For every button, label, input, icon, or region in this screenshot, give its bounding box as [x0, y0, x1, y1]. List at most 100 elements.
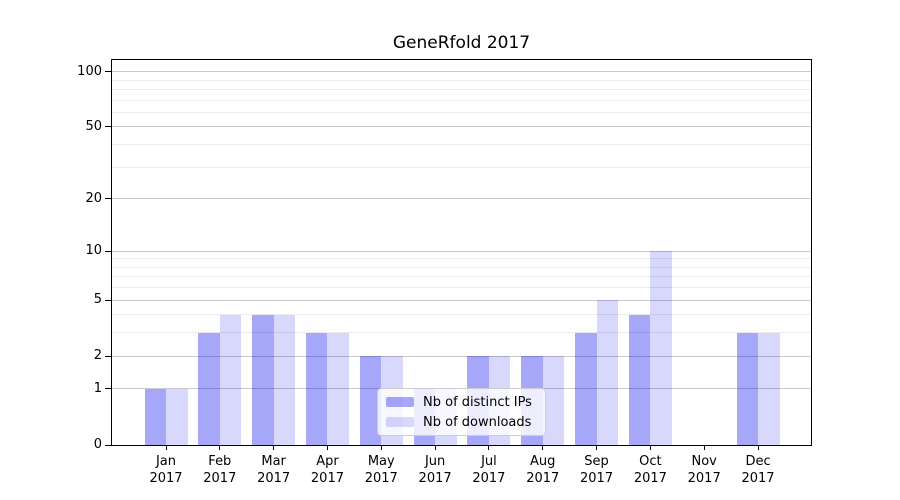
gridline-major — [112, 250, 811, 252]
x-tick-mark — [542, 446, 544, 450]
x-tick-month: Jun — [424, 454, 446, 469]
gridline-minor — [112, 287, 811, 289]
x-tick-label: Sep 2017 — [565, 454, 629, 487]
x-tick-month: Oct — [639, 454, 662, 469]
bar-nb-of-distinct-ips-oct — [628, 314, 651, 445]
legend: Nb of distinct IPs Nb of downloads — [377, 388, 546, 436]
x-tick-year: 2017 — [418, 470, 452, 486]
x-tick-label: Mar 2017 — [242, 454, 306, 487]
x-tick-year: 2017 — [526, 470, 560, 486]
y-tick-label: 0 — [93, 437, 102, 452]
bar-nb-of-distinct-ips-mar — [252, 314, 274, 445]
bar-nb-of-downloads-sep — [596, 300, 619, 445]
bar-nb-of-downloads-feb — [219, 314, 242, 445]
gridline-minor — [112, 88, 811, 90]
y-tick-label: 10 — [85, 243, 102, 258]
x-tick-month: Nov — [691, 454, 717, 469]
bar-nb-of-downloads-dec — [758, 332, 780, 445]
gridline-major — [112, 299, 811, 301]
x-tick-mark — [434, 446, 436, 450]
bar-nb-of-distinct-ips-may — [359, 356, 382, 445]
x-tick-label: Nov 2017 — [672, 454, 736, 487]
x-tick-year: 2017 — [633, 470, 667, 486]
gridline-minor — [112, 314, 811, 316]
x-tick-label: Dec 2017 — [726, 454, 790, 487]
gridline-major — [112, 126, 811, 128]
bar-nb-of-downloads-jan — [166, 388, 188, 445]
plot-area: Jan 2017 Feb 2017 Mar 2017 Apr 2017 May 2017 Jun 20… — [77, 59, 812, 486]
y-tick-label: 1 — [93, 380, 102, 396]
x-tick-month: Jul — [481, 454, 497, 469]
x-tick-month: Aug — [530, 454, 556, 469]
gridline-minor — [112, 258, 811, 260]
x-tick-year: 2017 — [687, 470, 721, 486]
gridline-minor — [112, 79, 811, 81]
x-tick-year: 2017 — [472, 470, 506, 486]
bar-nb-of-downloads-oct — [650, 251, 672, 445]
bar-nb-of-distinct-ips-jan — [144, 388, 166, 445]
x-tick-year: 2017 — [364, 470, 398, 486]
x-tick-mark — [703, 446, 705, 450]
legend-label-distinct-ips: Nb of distinct IPs — [423, 394, 532, 410]
x-tick-mark — [596, 446, 598, 450]
x-tick-label: Jan 2017 — [134, 454, 198, 487]
gridline-major — [112, 198, 811, 200]
y-tick-mark — [105, 299, 111, 301]
bar-nb-of-distinct-ips-dec — [736, 332, 759, 445]
x-tick-mark — [380, 446, 382, 450]
bar-nb-of-downloads-apr — [327, 332, 349, 445]
x-tick-mark — [649, 446, 651, 450]
x-tick-label: Apr 2017 — [295, 454, 359, 487]
y-tick-mark — [105, 388, 111, 390]
y-tick-mark — [105, 250, 111, 252]
y-tick-mark — [105, 71, 111, 73]
x-tick-month: Sep — [584, 454, 609, 469]
x-tick-year: 2017 — [580, 470, 614, 486]
legend-swatch-downloads — [386, 417, 414, 427]
bar-nb-of-distinct-ips-sep — [575, 332, 597, 445]
x-tick-month: Feb — [208, 454, 232, 469]
y-tick-label: 50 — [85, 118, 102, 134]
x-tick-year: 2017 — [741, 470, 775, 486]
bar-nb-of-downloads-aug — [542, 356, 565, 445]
x-tick-label: May 2017 — [349, 454, 413, 487]
x-tick-year: 2017 — [203, 470, 237, 486]
x-tick-mark — [273, 446, 275, 450]
gridline-major — [112, 71, 811, 73]
x-tick-label: Feb 2017 — [188, 454, 252, 487]
y-tick-label: 20 — [85, 190, 102, 206]
x-tick-year: 2017 — [149, 470, 183, 486]
x-tick-month: Mar — [261, 454, 286, 469]
gridline-major — [112, 355, 811, 357]
x-tick-label: Oct 2017 — [618, 454, 682, 487]
x-tick-mark — [219, 446, 221, 450]
y-tick-label: 5 — [93, 292, 102, 308]
y-tick-label: 100 — [77, 63, 102, 79]
gridline-minor — [112, 276, 811, 278]
legend-label-downloads: Nb of downloads — [423, 414, 532, 430]
x-tick-label: Aug 2017 — [511, 454, 575, 487]
x-tick-mark — [165, 446, 167, 450]
x-tick-year: 2017 — [310, 470, 344, 486]
legend-row-distinct-ips: Nb of distinct IPs — [386, 395, 537, 410]
x-tick-label: Jun 2017 — [403, 454, 467, 487]
bar-nb-of-downloads-mar — [273, 314, 296, 445]
x-tick-mark — [488, 446, 490, 450]
gridline-minor — [112, 99, 811, 101]
bar-nb-of-distinct-ips-feb — [198, 332, 220, 445]
gridline-minor — [112, 111, 811, 113]
x-tick-month: Jan — [155, 454, 177, 469]
y-tick-mark — [105, 198, 111, 200]
x-tick-month: Dec — [745, 454, 771, 469]
y-tick-label: 2 — [93, 348, 102, 364]
x-tick-mark — [326, 446, 328, 450]
x-tick-mark — [757, 446, 759, 450]
gridline-minor — [112, 332, 811, 334]
gridline-minor — [112, 166, 811, 168]
gridline-minor — [112, 266, 811, 268]
x-tick-month: May — [367, 454, 395, 469]
x-tick-year: 2017 — [257, 470, 291, 486]
legend-row-downloads: Nb of downloads — [386, 415, 537, 430]
gridline-minor — [112, 144, 811, 146]
